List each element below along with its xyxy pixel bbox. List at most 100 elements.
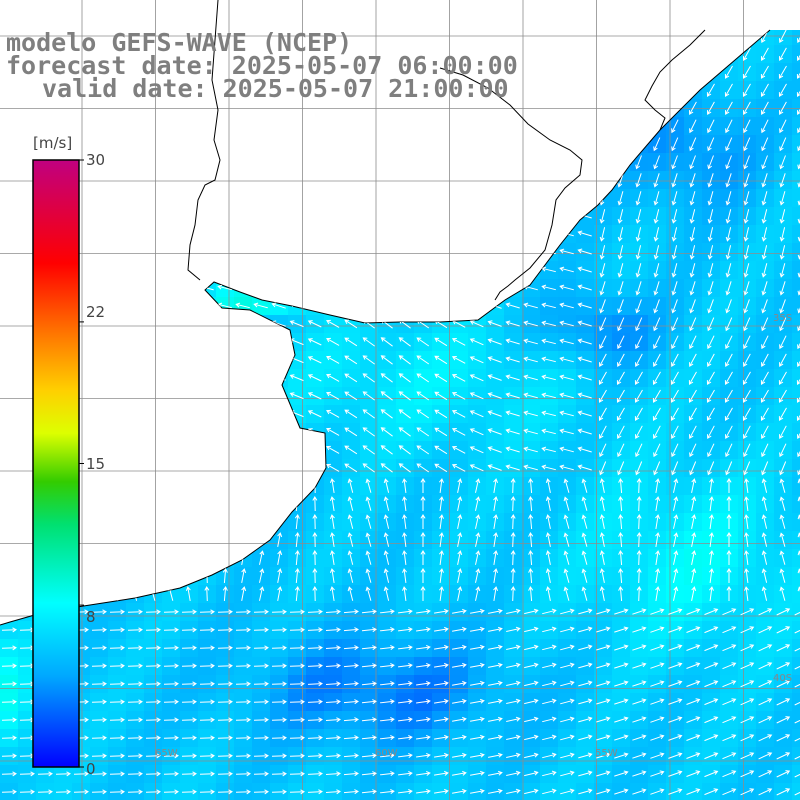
wind-arrow xyxy=(181,645,197,651)
wind-arrow xyxy=(743,155,750,170)
wind-arrow xyxy=(559,464,574,471)
wind-arrow xyxy=(361,627,377,633)
wind-arrow xyxy=(469,446,484,454)
wind-arrow xyxy=(253,609,269,615)
wind-arrow xyxy=(691,514,697,529)
wind-arrow xyxy=(470,644,485,650)
wind-arrow xyxy=(343,627,359,633)
wind-arrow xyxy=(439,532,444,547)
wind-arrow xyxy=(596,698,611,705)
wind-arrow xyxy=(241,586,247,601)
wind-arrow xyxy=(743,47,751,61)
wind-arrow xyxy=(632,680,647,687)
wind-arrow xyxy=(632,734,647,741)
wind-arrow xyxy=(344,445,358,455)
wind-arrow xyxy=(109,663,125,669)
wind-arrow xyxy=(271,699,287,705)
wind-arrow xyxy=(524,626,539,633)
wind-arrow xyxy=(163,681,179,687)
latitude-label: 35S xyxy=(773,313,793,324)
wind-arrow xyxy=(541,410,556,417)
wind-arrow xyxy=(632,770,647,777)
wind-arrow xyxy=(416,752,431,758)
wind-arrow xyxy=(37,789,53,795)
wind-arrow xyxy=(380,337,393,347)
wind-arrow xyxy=(740,608,755,616)
wind-arrow xyxy=(689,227,696,242)
wind-arrow xyxy=(127,627,143,633)
wind-arrow xyxy=(163,699,179,705)
wind-arrow xyxy=(560,770,575,777)
wind-arrow xyxy=(127,609,143,615)
wind-arrow xyxy=(686,662,701,669)
wind-arrow xyxy=(744,550,749,565)
wind-arrow xyxy=(185,586,191,601)
wind-speed-cell xyxy=(792,45,800,64)
wind-arrow xyxy=(380,627,395,632)
wind-arrow xyxy=(289,789,305,795)
wind-arrow xyxy=(779,514,786,529)
wind-arrow xyxy=(383,586,390,601)
wind-arrow xyxy=(542,788,557,795)
wind-arrow xyxy=(636,478,642,494)
wind-arrow xyxy=(235,735,251,741)
wind-arrow xyxy=(578,644,593,651)
wind-arrow xyxy=(398,771,413,776)
wind-arrow xyxy=(686,752,701,759)
wind-arrow xyxy=(271,645,287,651)
wind-arrow xyxy=(398,699,413,704)
wind-arrow xyxy=(1,645,17,651)
wind-arrow xyxy=(636,496,642,512)
wind-arrow xyxy=(722,716,737,724)
wind-arrow xyxy=(599,532,605,547)
wind-arrow xyxy=(145,735,161,741)
wind-arrow xyxy=(673,568,679,583)
wind-arrow xyxy=(743,335,751,350)
wind-arrow xyxy=(277,550,283,565)
wind-speed-cell xyxy=(792,171,800,190)
wind-arrow xyxy=(761,101,769,115)
wind-arrow xyxy=(653,245,660,260)
wind-arrow xyxy=(506,626,521,632)
wind-arrow xyxy=(362,391,375,401)
wind-arrow xyxy=(779,137,787,152)
model-title: modelo GEFS-WAVE (NCEP) xyxy=(6,28,353,57)
wind-arrow xyxy=(416,788,431,794)
colorbar-tick-label: 15 xyxy=(86,455,106,473)
wind-arrow xyxy=(618,550,624,566)
wind-arrow xyxy=(181,699,197,705)
wind-arrow xyxy=(347,478,354,493)
wind-arrow xyxy=(253,699,269,705)
wind-arrow xyxy=(599,281,606,296)
wind-arrow xyxy=(488,644,503,650)
wind-arrow xyxy=(524,680,539,687)
wind-arrow xyxy=(199,627,215,633)
wind-arrow xyxy=(127,681,143,687)
wind-arrow xyxy=(743,281,750,296)
wind-arrow xyxy=(91,609,107,615)
wind-arrow xyxy=(689,281,696,296)
wind-arrow xyxy=(523,446,538,453)
wind-arrow xyxy=(632,608,647,615)
wind-arrow xyxy=(704,752,719,760)
longitude-label: 55W xyxy=(595,748,618,759)
longitude-label: 65W xyxy=(155,748,178,759)
wind-arrow xyxy=(742,407,751,421)
wind-arrow xyxy=(686,716,701,723)
wind-arrow xyxy=(578,734,593,741)
wind-arrow xyxy=(294,532,300,548)
wind-arrow xyxy=(398,373,411,383)
wind-arrow xyxy=(451,464,466,472)
wind-arrow xyxy=(614,608,629,615)
wind-arrow xyxy=(487,392,502,399)
wind-speed-cell xyxy=(792,189,800,208)
wind-arrow xyxy=(488,770,503,776)
wind-arrow xyxy=(416,391,430,401)
wind-arrow xyxy=(91,717,107,723)
wind-arrow xyxy=(655,550,661,565)
wind-arrow xyxy=(707,425,715,440)
wind-arrow xyxy=(614,644,629,651)
wind-arrow xyxy=(199,681,215,687)
wind-arrow xyxy=(779,155,786,170)
wind-arrow xyxy=(688,407,697,421)
